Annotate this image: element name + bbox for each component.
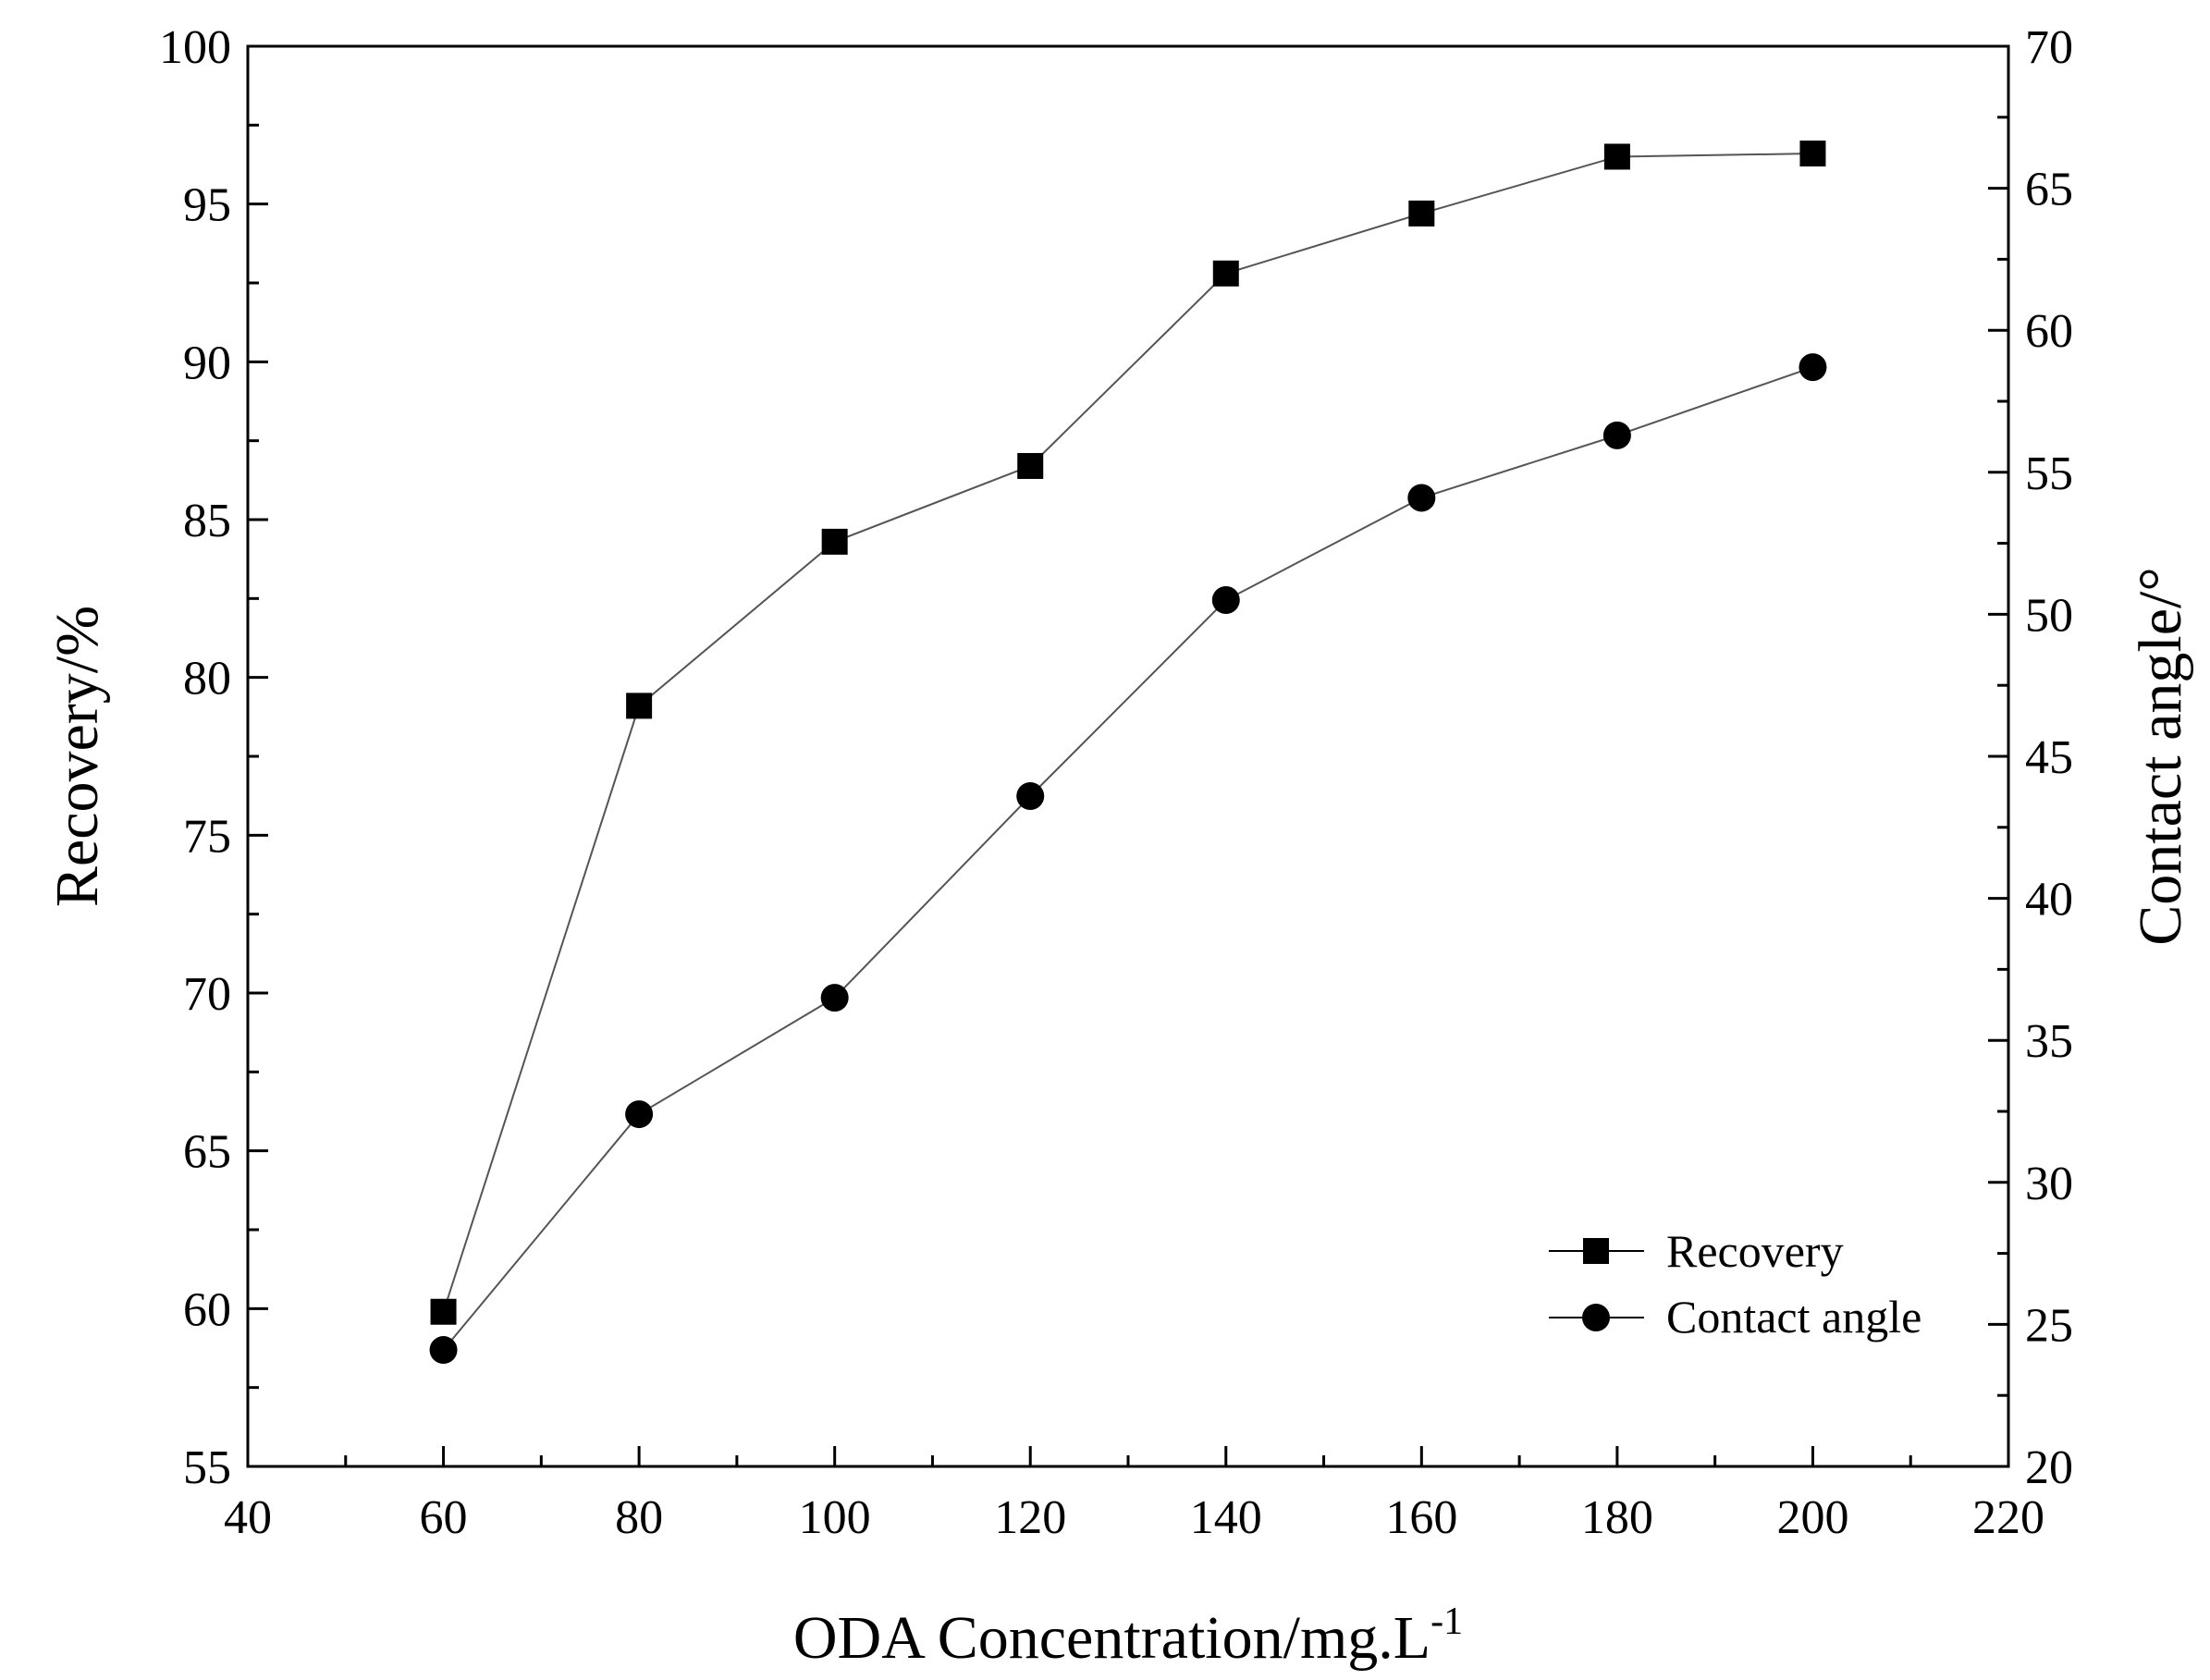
x-tick-label: 160 (1385, 1491, 1457, 1544)
y-right-tick-label: 45 (2025, 731, 2073, 784)
x-axis-title-main: ODA Concentration/mg.L (793, 1604, 1430, 1672)
data-point-recovery (1212, 260, 1239, 287)
y-right-tick-label: 20 (2025, 1441, 2073, 1494)
x-tick-label: 80 (615, 1491, 663, 1544)
y-left-tick-label: 65 (183, 1126, 231, 1179)
data-point-contact-angle (1407, 484, 1436, 512)
data-point-contact-angle (820, 984, 849, 1012)
axis-ticks (246, 44, 2010, 1468)
series-line-contact-angle (442, 366, 1813, 1351)
x-axis-title: ODA Concentration/mg.L-1 (793, 1600, 1463, 1672)
data-point-recovery (626, 693, 653, 719)
legend: Recovery Contact angle (1549, 1225, 1921, 1343)
x-tick-label: 140 (1190, 1491, 1262, 1544)
y-left-tick-label: 75 (183, 810, 231, 863)
x-tick-label: 40 (224, 1491, 272, 1544)
y-left-tick-label: 90 (183, 337, 231, 389)
axis-tick-labels: 40 60 80 100 120 140 160 180 200 220 55 60 65 70 75 80 8… (159, 21, 2073, 1544)
data-point-contact-angle (1211, 586, 1240, 615)
y-left-tick-label: 60 (183, 1283, 231, 1336)
y-left-tick-label: 55 (183, 1441, 231, 1494)
y-right-tick-label: 30 (2025, 1158, 2073, 1210)
y-axis-left-title: Recovery/% (43, 606, 111, 907)
x-tick-label: 120 (994, 1491, 1066, 1544)
data-point-contact-angle (1799, 353, 1827, 382)
legend-label-recovery: Recovery (1666, 1225, 1844, 1277)
y-left-tick-label: 85 (183, 495, 231, 547)
data-point-recovery (430, 1298, 457, 1325)
data-point-contact-angle (625, 1100, 654, 1129)
y-right-tick-label: 35 (2025, 1015, 2073, 1068)
y-left-tick-label: 80 (183, 653, 231, 705)
x-tick-label: 100 (799, 1491, 871, 1544)
x-tick-label: 60 (420, 1491, 468, 1544)
y-right-tick-label: 25 (2025, 1299, 2073, 1352)
series-line-recovery (442, 153, 1813, 1313)
y-right-tick-label: 70 (2025, 21, 2073, 74)
data-point-recovery (1408, 200, 1435, 227)
y-right-tick-label: 40 (2025, 874, 2073, 926)
y-left-tick-label: 70 (183, 968, 231, 1021)
y-left-tick-label: 95 (183, 179, 231, 232)
data-point-recovery (1799, 141, 1826, 167)
x-tick-label: 200 (1776, 1491, 1848, 1544)
x-tick-label: 180 (1581, 1491, 1653, 1544)
data-point-contact-angle (1602, 421, 1631, 449)
legend-marker-recovery (1583, 1238, 1609, 1264)
x-tick-label: 220 (1972, 1491, 2044, 1544)
data-point-contact-angle (1016, 782, 1045, 811)
y-left-tick-label: 100 (159, 21, 231, 74)
series-layer (429, 141, 1827, 1365)
y-right-tick-label: 65 (2025, 164, 2073, 216)
legend-marker-contact-angle (1582, 1304, 1610, 1331)
y-right-tick-label: 55 (2025, 448, 2073, 500)
data-point-recovery (1017, 452, 1044, 479)
data-point-recovery (1603, 143, 1630, 170)
x-axis-title-superscript: -1 (1430, 1600, 1463, 1643)
y-right-tick-label: 50 (2025, 589, 2073, 642)
y-right-tick-label: 60 (2025, 305, 2073, 358)
data-point-recovery (821, 528, 848, 555)
data-point-contact-angle (429, 1336, 458, 1365)
legend-label-contact-angle: Contact angle (1666, 1291, 1921, 1343)
y-axis-right-title: Contact angle/° (2127, 567, 2194, 945)
